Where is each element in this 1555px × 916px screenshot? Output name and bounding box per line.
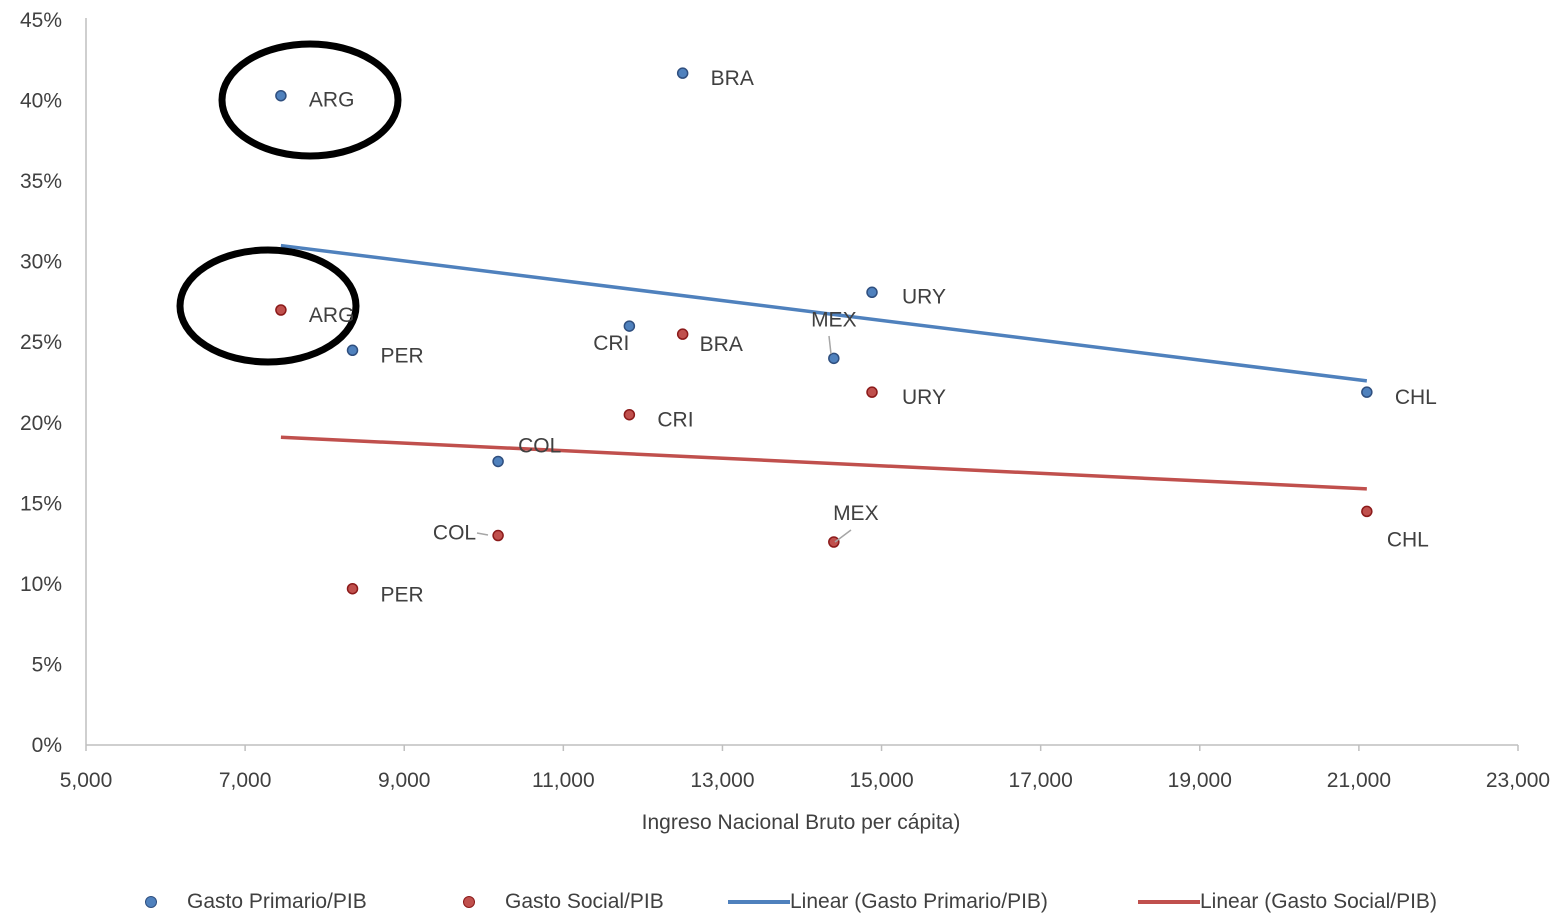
point-gasto-social-per	[346, 582, 359, 595]
data-label-ury: URY	[902, 386, 946, 409]
data-label-chl: CHL	[1395, 386, 1437, 409]
leader-line	[828, 335, 832, 355]
scatter-chart: 0% 5% 10% 15% 20% 25% 30% 35% 40% 45% 5,000 7,000 9,…	[20, 9, 1550, 834]
point-gasto-primario-bra	[676, 67, 689, 79]
legend-item-gasto-social: Gasto Social/PIB	[463, 890, 664, 914]
legend-line-blue	[728, 900, 790, 904]
point-gasto-primario-cri	[623, 320, 636, 332]
data-label-bra: BRA	[700, 333, 743, 356]
y-tick-label: 20%	[20, 412, 62, 435]
trendline-gasto-social	[280, 435, 1367, 491]
point-gasto-primario-ury	[866, 286, 878, 299]
y-tick-label: 30%	[20, 251, 62, 274]
point-gasto-primario-per	[346, 344, 359, 357]
x-tick-label: 5,000	[60, 769, 113, 792]
data-label-ury: URY	[902, 285, 946, 308]
point-gasto-social-chl	[1361, 505, 1373, 518]
point-gasto-social-mex	[828, 536, 840, 548]
data-label-per: PER	[381, 584, 424, 607]
y-tick-label: 45%	[20, 9, 62, 32]
point-gasto-primario-chl	[1361, 386, 1373, 398]
y-tick-label: 10%	[20, 573, 62, 596]
legend-label-trend-social: Linear (Gasto Social/PIB)	[1200, 890, 1437, 913]
point-gasto-social-arg	[275, 304, 287, 316]
point-gasto-social-col	[492, 529, 504, 542]
data-label-chl: CHL	[1387, 528, 1429, 551]
legend-item-gasto-primario: Gasto Primario/PIB	[145, 890, 367, 914]
point-gasto-social-bra	[676, 328, 689, 340]
point-gasto-social-cri	[623, 408, 636, 421]
x-tick-label: 17,000	[1009, 769, 1073, 792]
x-tick-label: 13,000	[690, 769, 754, 792]
legend-label-gasto-primario: Gasto Primario/PIB	[187, 890, 367, 913]
legend-item-trend-social: Linear (Gasto Social/PIB)	[1138, 890, 1437, 914]
data-label-cri: CRI	[593, 332, 629, 355]
trendline-gasto-primario	[280, 243, 1368, 383]
x-tick-label: 15,000	[849, 769, 913, 792]
x-tick-label: 9,000	[378, 769, 431, 792]
data-label-arg: ARG	[309, 304, 355, 327]
legend-marker-red	[463, 896, 475, 908]
x-tick-label: 11,000	[532, 769, 595, 792]
y-tick-label: 15%	[20, 492, 62, 515]
data-points	[275, 67, 1373, 595]
annotation-circle-arg-social	[176, 246, 360, 366]
annotation-circle-arg-primario	[218, 40, 402, 160]
y-tick-label: 35%	[20, 170, 62, 193]
annotations	[176, 40, 402, 366]
legend-line-red	[1138, 900, 1200, 904]
x-tick-label: 23,000	[1486, 769, 1550, 792]
legend-label-gasto-social: Gasto Social/PIB	[505, 890, 664, 913]
data-label-cri: CRI	[657, 409, 693, 432]
y-tick-label: 5%	[32, 653, 62, 676]
data-label-mex: MEX	[811, 308, 857, 331]
x-axis-title: Ingreso Nacional Bruto per cápita)	[642, 811, 961, 834]
point-gasto-social-ury	[866, 386, 878, 398]
point-gasto-primario-arg	[275, 89, 287, 102]
x-tick-label: 19,000	[1168, 769, 1232, 792]
legend-marker-blue	[145, 896, 157, 908]
legend: Gasto Primario/PIB Gasto Social/PIB Line…	[0, 884, 1555, 916]
y-tick-label: 40%	[20, 90, 62, 113]
data-labels: ARG BRA URY CRI PER MEX CHL COL ARG BRA URY CRI CHL C…	[309, 67, 1437, 607]
y-tick-label: 25%	[20, 331, 62, 354]
x-tick-label: 7,000	[219, 769, 272, 792]
legend-label-trend-primario: Linear (Gasto Primario/PIB)	[790, 890, 1048, 913]
axes: 0% 5% 10% 15% 20% 25% 30% 35% 40% 45% 5,000 7,000 9,…	[20, 9, 1550, 792]
x-tick-label: 21,000	[1327, 769, 1391, 792]
legend-item-trend-primario: Linear (Gasto Primario/PIB)	[728, 890, 1048, 914]
data-label-col: COL	[518, 434, 561, 457]
y-tick-label: 0%	[32, 734, 62, 757]
data-label-bra: BRA	[711, 67, 754, 90]
data-label-mex: MEX	[833, 502, 879, 525]
leader-line	[476, 532, 489, 536]
data-label-arg: ARG	[309, 89, 355, 112]
leader-line	[834, 529, 852, 543]
point-gasto-primario-col	[492, 455, 504, 468]
data-label-col: COL	[433, 522, 476, 545]
trendlines	[280, 243, 1368, 491]
point-gasto-primario-mex	[828, 352, 840, 365]
data-label-per: PER	[381, 344, 424, 367]
